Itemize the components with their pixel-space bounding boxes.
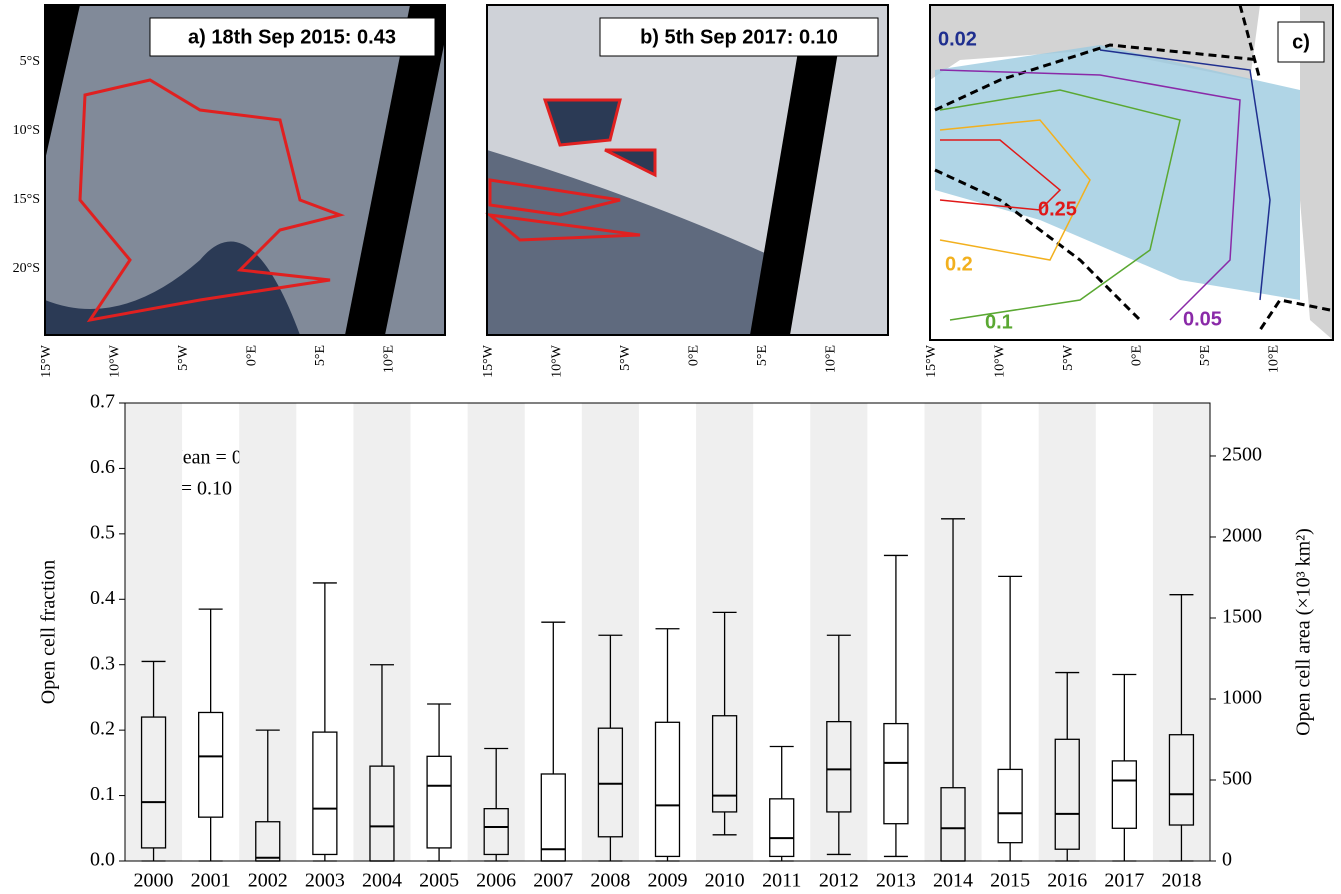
x-tick-label: 2014 — [933, 870, 973, 892]
box — [1111, 760, 1137, 829]
panel-label: c) — [1292, 31, 1310, 53]
lon-label: 10°E — [382, 345, 397, 373]
contour-label: 0.1 — [985, 311, 1013, 333]
box — [997, 768, 1023, 844]
panel-label-box — [149, 17, 436, 57]
box — [483, 808, 509, 856]
y-tick-label: 0.7 — [90, 391, 115, 413]
lon-label: 10°W — [108, 344, 123, 378]
lat-label: 20°S — [13, 261, 40, 276]
lon-label: 0°E — [1130, 345, 1145, 366]
lon-label: 10°E — [824, 345, 839, 373]
y2-tick-label: 0 — [1222, 849, 1232, 871]
box — [769, 798, 795, 858]
y-tick-label: 0.5 — [90, 521, 115, 543]
x-tick-label: 2015 — [990, 870, 1030, 892]
y-tick-label: 0.3 — [90, 652, 115, 674]
x-tick-label: 2005 — [419, 870, 459, 892]
contour-label: 0.2 — [945, 253, 973, 275]
lon-label: 5°E — [1198, 345, 1213, 366]
lon-label: 5°W — [176, 344, 191, 371]
lon-label: 5°E — [755, 345, 770, 366]
x-tick-label: 2004 — [362, 870, 402, 892]
x-tick-label: 2012 — [819, 870, 859, 892]
year-band — [581, 403, 639, 861]
x-tick-label: 2002 — [248, 870, 288, 892]
year-band — [125, 403, 183, 861]
y-axis-label: Open cell fraction — [38, 560, 60, 704]
box — [654, 721, 681, 858]
y2-tick-label: 1000 — [1222, 687, 1262, 709]
contour-label: 0.25 — [1038, 198, 1077, 220]
lon-label: 15°W — [481, 344, 496, 378]
lat-label: 10°S — [13, 123, 40, 138]
lon-label: 10°W — [550, 344, 565, 378]
y2-tick-label: 1500 — [1222, 606, 1262, 628]
box — [597, 727, 624, 838]
x-tick-label: 2001 — [191, 870, 231, 892]
contour-map-c — [930, 4, 1333, 340]
lon-label: 5°W — [1061, 344, 1076, 371]
panel-frame — [44, 4, 446, 336]
box — [140, 716, 167, 849]
y-tick-label: 0.0 — [90, 849, 115, 871]
contour-label: 0.05 — [1183, 308, 1222, 330]
x-tick-label: 2013 — [876, 870, 916, 892]
panel-label-box — [1277, 21, 1325, 63]
box — [1168, 734, 1195, 826]
year-band — [353, 403, 411, 861]
lon-label: 10°E — [1267, 345, 1282, 373]
x-tick-label: 2006 — [476, 870, 516, 892]
lat-label: 15°S — [13, 192, 40, 207]
x-tick-label: 2018 — [1161, 870, 1201, 892]
lon-label: 0°E — [245, 345, 260, 366]
lon-label: 5°E — [313, 345, 328, 366]
lon-label: 0°E — [687, 345, 702, 366]
box — [426, 755, 452, 849]
year-band — [810, 403, 868, 861]
lon-label: 15°W — [924, 344, 939, 378]
y2-axis-label: Open cell area (×10³ km²) — [1293, 528, 1315, 736]
box — [312, 731, 338, 856]
panel-frame — [486, 4, 889, 336]
box — [711, 715, 738, 813]
lon-label: 15°W — [39, 344, 54, 378]
x-tick-label: 2011 — [762, 870, 801, 892]
x-tick-label: 2016 — [1047, 870, 1087, 892]
lat-label: 5°S — [20, 54, 40, 69]
box — [540, 773, 566, 862]
lon-label: 5°W — [618, 344, 633, 371]
panel-label: a) 18th Sep 2015: 0.43 — [188, 26, 396, 48]
year-band — [1038, 403, 1096, 861]
satellite-image-b — [485, 5, 888, 335]
box — [826, 720, 852, 813]
contour-label: 0.02 — [938, 28, 977, 50]
x-tick-label: 2008 — [590, 870, 630, 892]
x-tick-label: 2000 — [134, 870, 174, 892]
panel-frame — [929, 4, 1334, 341]
panel-label-box — [599, 17, 879, 57]
box — [883, 722, 909, 825]
x-tick-label: 2010 — [705, 870, 745, 892]
satellite-image-a — [45, 5, 445, 335]
box — [198, 711, 224, 818]
y-tick-label: 0.6 — [90, 456, 115, 478]
y2-tick-label: 2500 — [1222, 444, 1262, 466]
lon-label: 10°W — [993, 344, 1008, 378]
x-tick-label: 2007 — [533, 870, 573, 892]
x-tick-label: 2009 — [648, 870, 688, 892]
y2-tick-label: 2000 — [1222, 525, 1262, 547]
x-tick-label: 2017 — [1104, 870, 1144, 892]
x-tick-label: 2003 — [305, 870, 345, 892]
axes-frame — [124, 402, 1211, 862]
box — [1054, 738, 1080, 850]
panel-label: b) 5th Sep 2017: 0.10 — [640, 26, 838, 48]
y-tick-label: 0.1 — [90, 783, 115, 805]
y2-tick-label: 500 — [1222, 768, 1252, 790]
y-tick-label: 0.2 — [90, 718, 115, 740]
y-tick-label: 0.4 — [90, 587, 115, 609]
